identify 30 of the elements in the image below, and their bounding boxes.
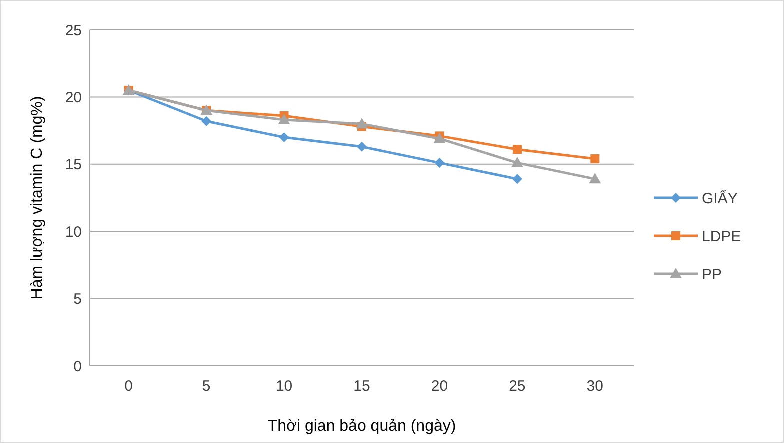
point xyxy=(511,157,524,168)
point xyxy=(278,114,290,125)
x-tick-label: 0 xyxy=(124,378,134,395)
point xyxy=(512,145,522,154)
y-tick-label: 15 xyxy=(65,156,82,174)
x-tick-label: 5 xyxy=(202,378,211,395)
x-tick-label: 30 xyxy=(586,378,604,395)
x-axis-title: Thời gian bảo quản (ngày) xyxy=(268,418,456,435)
y-axis-title: Hàm lượng vitamin C (mg%) xyxy=(29,96,46,300)
point xyxy=(279,132,290,143)
point xyxy=(356,118,368,129)
y-tick-label: 20 xyxy=(65,89,82,106)
point xyxy=(434,158,445,168)
y-tick-label: 0 xyxy=(74,358,82,376)
x-tick-label: 10 xyxy=(276,378,293,395)
point xyxy=(202,116,212,126)
point xyxy=(434,132,446,144)
y-tick-label: 5 xyxy=(74,291,82,308)
point xyxy=(589,173,602,184)
x-tick-label: 20 xyxy=(431,378,448,395)
y-tick-label: 10 xyxy=(65,224,82,241)
point xyxy=(590,154,600,164)
x-tick-label: 25 xyxy=(509,378,526,395)
legend-label: PP xyxy=(702,266,722,284)
legend-label: GIẤY xyxy=(702,189,738,208)
point xyxy=(512,174,522,184)
point xyxy=(357,142,367,152)
x-tick-label: 15 xyxy=(354,378,370,395)
legend-label: LDPE xyxy=(702,228,742,246)
y-tick-label: 25 xyxy=(65,22,82,40)
